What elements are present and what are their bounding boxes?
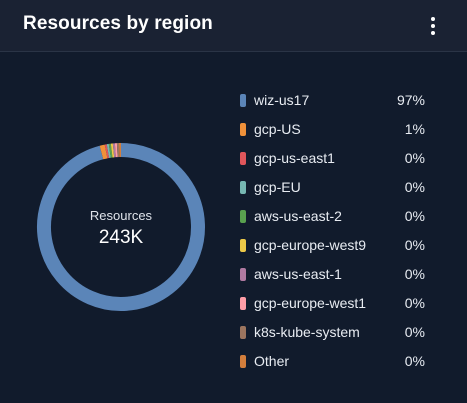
legend-value: 0% [404,266,425,282]
legend-label: wiz-us17 [254,92,310,108]
legend-item[interactable]: gcp-europe-west9 0% [240,235,425,255]
legend-swatch [240,181,246,194]
legend-label: Other [254,353,290,369]
center-value: 243K [98,227,144,248]
legend-value: 0% [404,237,425,253]
donut-slice-wiz-us17[interactable] [37,143,205,311]
legend-item[interactable]: gcp-US 1% [240,119,425,139]
legend-item[interactable]: wiz-us17 97% [240,90,425,110]
legend-swatch [240,268,246,281]
legend-label: aws-us-east-1 [254,266,342,282]
legend-value: 0% [404,150,425,166]
menu-dot [431,24,435,28]
legend-item[interactable]: gcp-us-east1 0% [240,148,425,168]
legend-item[interactable]: gcp-EU 0% [240,177,425,197]
legend-value: 0% [404,208,425,224]
legend-value: 0% [404,324,425,340]
legend-label: gcp-us-east1 [254,150,335,166]
legend-swatch [240,239,246,252]
legend-label: k8s-kube-system [254,324,360,340]
legend-value: 0% [404,179,425,195]
legend-swatch [240,152,246,165]
widget-header: Resources by region [0,0,467,52]
legend-swatch [240,297,246,310]
widget-title: Resources by region [23,13,213,34]
legend-swatch [240,326,246,339]
donut-chart-svg [37,142,205,311]
legend-value: 1% [404,121,425,137]
legend-item[interactable]: k8s-kube-system 0% [240,322,425,342]
legend-label: gcp-EU [254,179,301,195]
kebab-menu-icon[interactable] [420,12,446,40]
legend-value: 97% [396,92,425,108]
donut-center: Resources 243K [30,208,212,250]
legend-item[interactable]: gcp-europe-west1 0% [240,293,425,313]
legend-label: aws-us-east-2 [254,208,342,224]
legend-label: gcp-europe-west1 [254,295,367,311]
menu-dot [431,17,435,21]
legend-swatch [240,210,246,223]
center-label: Resources [89,208,153,223]
legend-swatch [240,123,246,136]
legend-label: gcp-US [254,121,301,137]
legend-item[interactable]: aws-us-east-1 0% [240,264,425,284]
donut-slice-gcp-us[interactable] [99,144,108,160]
legend-value: 0% [404,295,425,311]
legend-swatch [240,94,246,107]
donut-chart [30,136,212,318]
legend-item[interactable]: Other 0% [240,351,425,371]
legend-item[interactable]: aws-us-east-2 0% [240,206,425,226]
legend-label: gcp-europe-west9 [254,237,367,253]
legend-value: 0% [404,353,425,369]
menu-dot [431,31,435,35]
legend-swatch [240,355,246,368]
